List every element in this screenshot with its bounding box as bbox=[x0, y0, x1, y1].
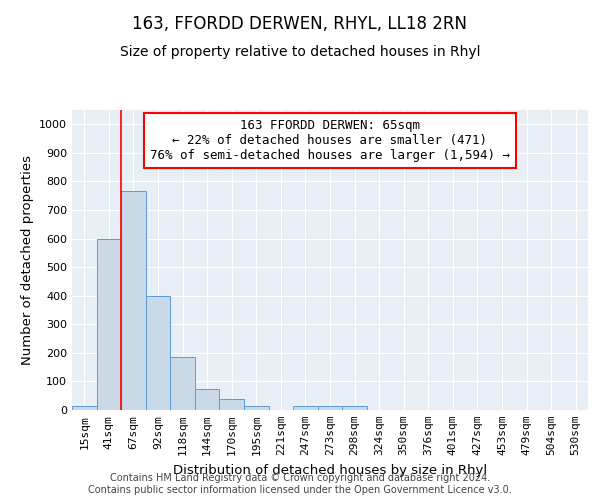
Bar bbox=[318, 406, 342, 410]
Text: Size of property relative to detached houses in Rhyl: Size of property relative to detached ho… bbox=[120, 45, 480, 59]
Bar bbox=[170, 357, 195, 410]
Bar bbox=[195, 388, 220, 410]
Bar bbox=[342, 406, 367, 410]
Text: Contains HM Land Registry data © Crown copyright and database right 2024.
Contai: Contains HM Land Registry data © Crown c… bbox=[88, 474, 512, 495]
Bar bbox=[121, 192, 146, 410]
Text: 163 FFORDD DERWEN: 65sqm
← 22% of detached houses are smaller (471)
76% of semi-: 163 FFORDD DERWEN: 65sqm ← 22% of detach… bbox=[150, 119, 510, 162]
Bar bbox=[146, 296, 170, 410]
Bar bbox=[72, 406, 97, 410]
Bar bbox=[97, 238, 121, 410]
X-axis label: Distribution of detached houses by size in Rhyl: Distribution of detached houses by size … bbox=[173, 464, 487, 476]
Bar bbox=[220, 398, 244, 410]
Y-axis label: Number of detached properties: Number of detached properties bbox=[20, 155, 34, 365]
Text: 163, FFORDD DERWEN, RHYL, LL18 2RN: 163, FFORDD DERWEN, RHYL, LL18 2RN bbox=[133, 15, 467, 33]
Bar bbox=[293, 406, 318, 410]
Bar bbox=[244, 406, 269, 410]
